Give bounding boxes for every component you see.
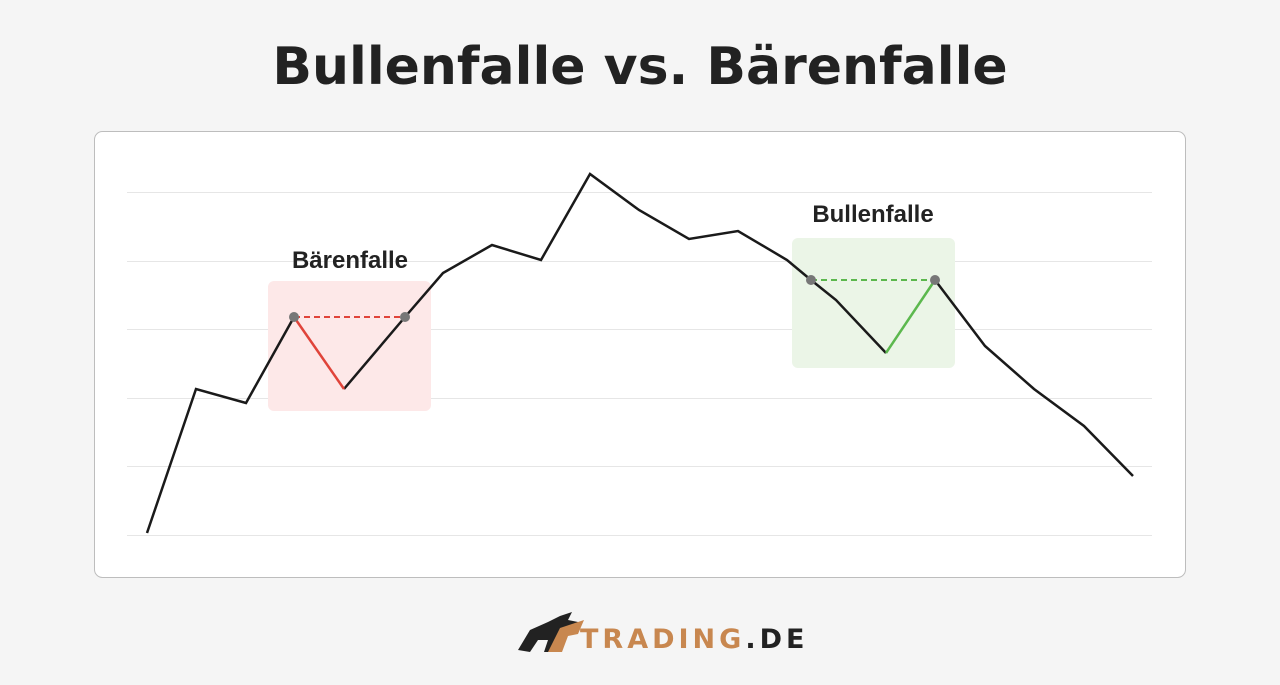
- price-line: [934, 279, 1134, 477]
- markers: [289, 275, 940, 322]
- logo-brand: TRADING.DE: [580, 624, 808, 655]
- title: Bullenfalle vs. Bärenfalle: [272, 37, 1007, 97]
- bull-trap-zone: [792, 238, 955, 368]
- panel: [94, 131, 1186, 578]
- logo-brand-text: TRADING: [580, 624, 745, 655]
- logo-suffix: .DE: [745, 624, 808, 655]
- bear-trap-dip: [292, 316, 346, 390]
- bull-trap-label: Bullenfalle: [812, 201, 933, 228]
- bull-trap-rise: [884, 279, 937, 354]
- bear-trap-label: Bärenfalle: [292, 247, 408, 274]
- bear-trap-zone: [268, 281, 431, 411]
- logo-icon: [518, 612, 584, 652]
- price-line: [145, 316, 296, 534]
